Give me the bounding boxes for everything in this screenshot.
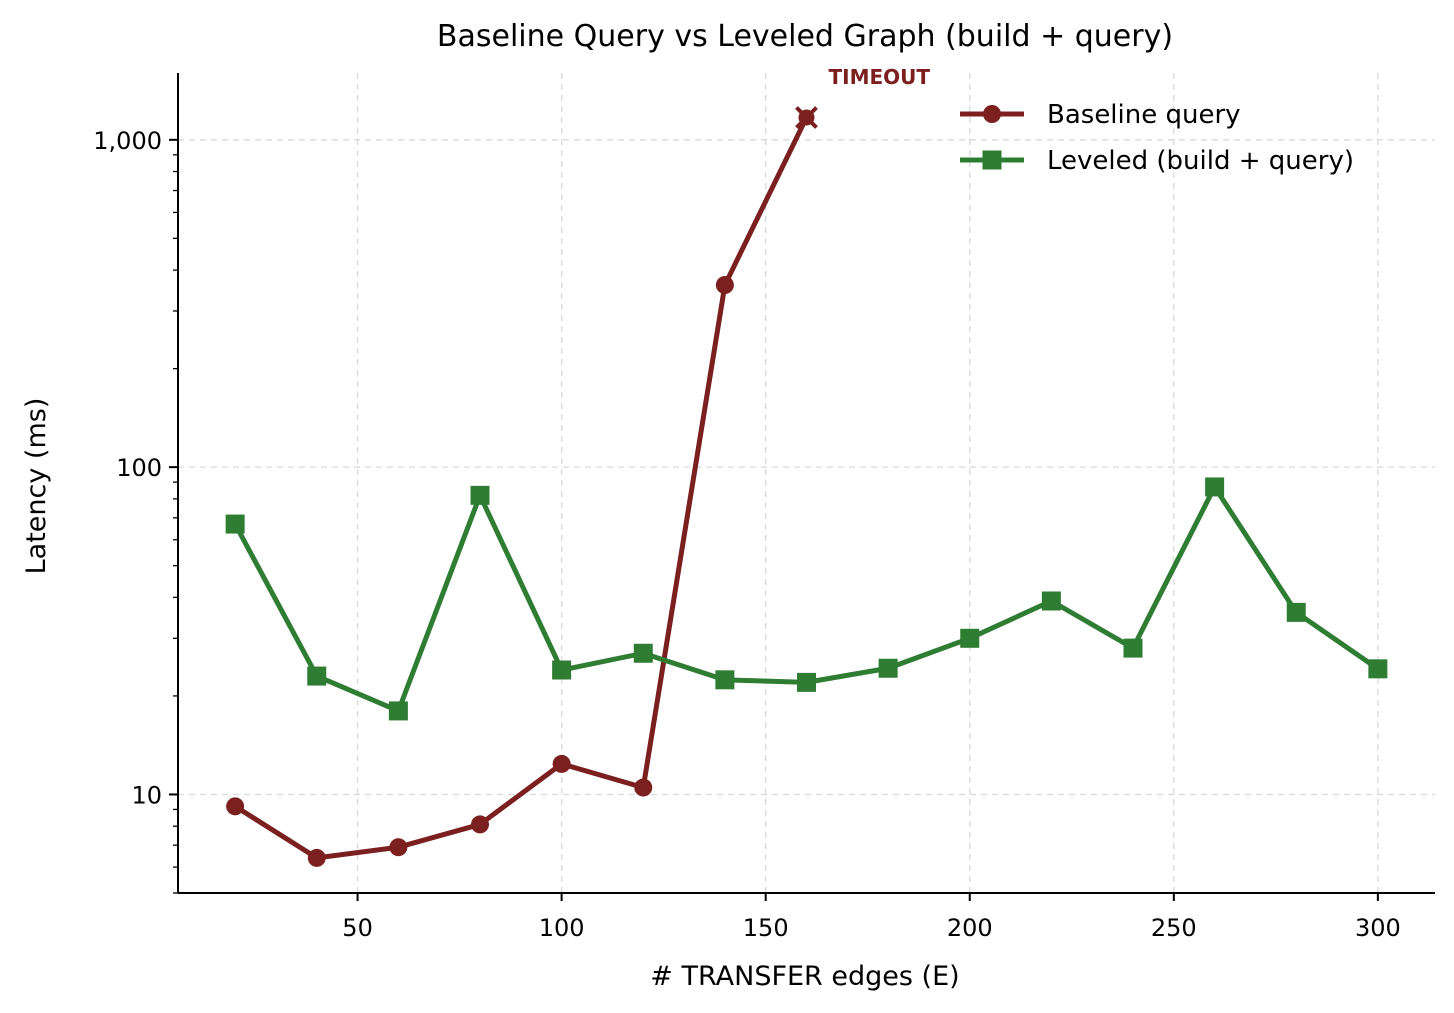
series-baseline bbox=[226, 114, 809, 867]
legend-marker bbox=[982, 150, 1002, 170]
series-layer bbox=[225, 114, 1388, 867]
x-tick-label: 50 bbox=[342, 914, 373, 942]
legend-entry: Leveled (build + query) bbox=[960, 146, 1354, 176]
data-point bbox=[715, 670, 735, 690]
data-point bbox=[552, 660, 572, 680]
x-tick-label: 300 bbox=[1355, 914, 1401, 942]
y-tick-label: 1,000 bbox=[93, 127, 162, 155]
data-point bbox=[633, 643, 653, 663]
data-point bbox=[471, 815, 490, 834]
legend-label: Baseline query bbox=[1047, 100, 1241, 130]
legend-label: Leveled (build + query) bbox=[1047, 146, 1354, 176]
legend: Baseline query Leveled (build + query) bbox=[960, 100, 1354, 176]
x-tick-label: 150 bbox=[743, 914, 789, 942]
data-point bbox=[1205, 477, 1225, 497]
legend-marker bbox=[983, 105, 1001, 123]
timeout-label: TIMEOUT bbox=[829, 65, 931, 89]
legend-entry: Baseline query bbox=[960, 100, 1241, 130]
data-point bbox=[307, 848, 326, 867]
data-point bbox=[797, 672, 816, 692]
data-point bbox=[715, 276, 734, 295]
series-leveled bbox=[225, 477, 1388, 721]
chart-title: Baseline Query vs Leveled Graph (build +… bbox=[437, 19, 1173, 54]
data-point bbox=[878, 658, 898, 678]
data-point bbox=[470, 485, 490, 505]
data-point bbox=[225, 514, 245, 534]
x-axis-title: # TRANSFER edges (E) bbox=[650, 961, 959, 992]
y-axis-title: Latency (ms) bbox=[21, 398, 52, 575]
data-point bbox=[960, 628, 980, 648]
data-point bbox=[388, 701, 408, 721]
timeout-annotation: TIMEOUT bbox=[795, 65, 931, 129]
data-point bbox=[389, 838, 408, 857]
x-tick-label: 200 bbox=[947, 914, 993, 942]
data-point bbox=[1368, 659, 1388, 679]
grid-lines bbox=[178, 73, 1435, 893]
timeout-x-marker bbox=[795, 106, 818, 129]
y-tick-label: 10 bbox=[131, 781, 162, 809]
data-point bbox=[1041, 591, 1061, 611]
x-tick-label: 100 bbox=[539, 914, 585, 942]
data-point bbox=[1286, 602, 1306, 622]
data-point bbox=[226, 797, 245, 816]
y-tick-label: 100 bbox=[116, 454, 162, 482]
data-point bbox=[1123, 638, 1143, 658]
x-tick-label: 250 bbox=[1151, 914, 1197, 942]
annotations: TIMEOUT bbox=[795, 65, 931, 129]
series-line bbox=[232, 114, 809, 861]
data-point bbox=[552, 754, 571, 773]
data-point bbox=[307, 666, 327, 686]
axes: 50 100 150 200 250 300 10 100 1,000 bbox=[93, 73, 1435, 942]
data-point bbox=[634, 778, 653, 797]
